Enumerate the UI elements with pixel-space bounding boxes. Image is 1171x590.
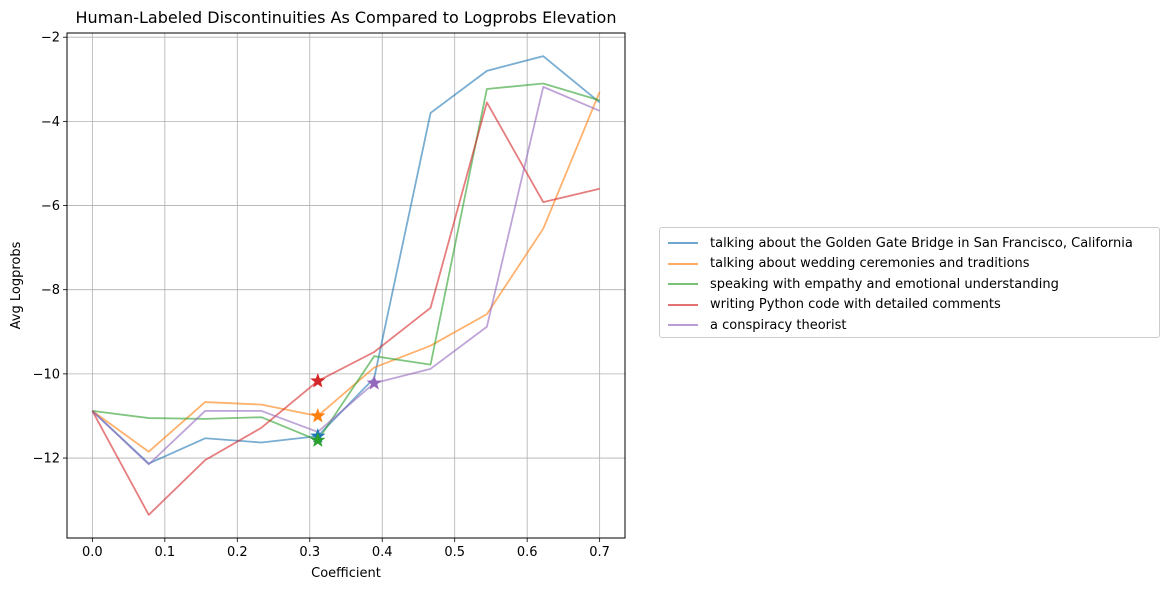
y-tick-label: −2 [41,31,60,46]
series-line-5 [91,85,600,466]
star-marker-4 [310,373,326,388]
series-line-3 [92,82,600,442]
y-tick-label: −8 [41,283,60,298]
x-axis-ticks: 0.0 0.1 0.2 0.3 0.4 0.5 0.6 0.7 [82,538,610,560]
x-tick-label: 0.7 [589,545,610,560]
legend-item: writing Python code with detailed commen… [668,295,1151,316]
legend-item: a conspiracy theorist [668,315,1151,336]
x-tick-label: 0.6 [517,545,538,560]
y-tick-label: −4 [41,115,60,130]
star-marker-3 [310,432,326,447]
legend-item: speaking with empathy and emotional unde… [668,274,1151,295]
legend-swatch [668,303,698,306]
y-axis-label: Avg Logprobs [9,241,24,329]
grid-lines [67,33,625,538]
legend-item: talking about the Golden Gate Bridge in … [668,233,1151,254]
legend-item: talking about wedding ceremonies and tra… [668,254,1151,275]
x-tick-label: 0.5 [444,545,465,560]
legend-label: writing Python code with detailed commen… [710,297,1001,313]
x-tick-label: 0.3 [299,545,320,560]
legend-label: talking about the Golden Gate Bridge in … [710,235,1133,251]
discontinuity-markers [310,373,382,447]
series-line-4 [91,101,600,516]
legend-label: talking about wedding ceremonies and tra… [710,256,1030,272]
x-tick-label: 0.1 [154,545,175,560]
legend-swatch [668,262,698,265]
x-axis-label: Coefficient [311,566,381,581]
legend-label: a conspiracy theorist [710,317,847,333]
legend-swatch [668,283,698,286]
star-marker-5 [366,375,382,390]
series-line-2 [91,91,601,453]
legend-swatch [668,242,698,245]
series-lines [91,55,601,516]
y-axis-ticks: −12 −10 −8 −6 −4 −2 [33,31,67,467]
star-marker-2 [310,407,326,423]
x-tick-label: 0.4 [372,545,393,560]
plot-frame [66,32,626,539]
y-tick-label: −12 [33,452,60,467]
legend-label: speaking with empathy and emotional unde… [710,276,1059,292]
x-tick-label: 0.2 [227,545,248,560]
x-tick-label: 0.0 [82,545,103,560]
y-tick-label: −10 [33,367,60,382]
legend: talking about the Golden Gate Bridge in … [659,227,1160,338]
y-tick-label: −6 [41,199,60,214]
legend-swatch [668,324,698,327]
chart-title: Human-Labeled Discontinuities As Compare… [76,8,617,27]
